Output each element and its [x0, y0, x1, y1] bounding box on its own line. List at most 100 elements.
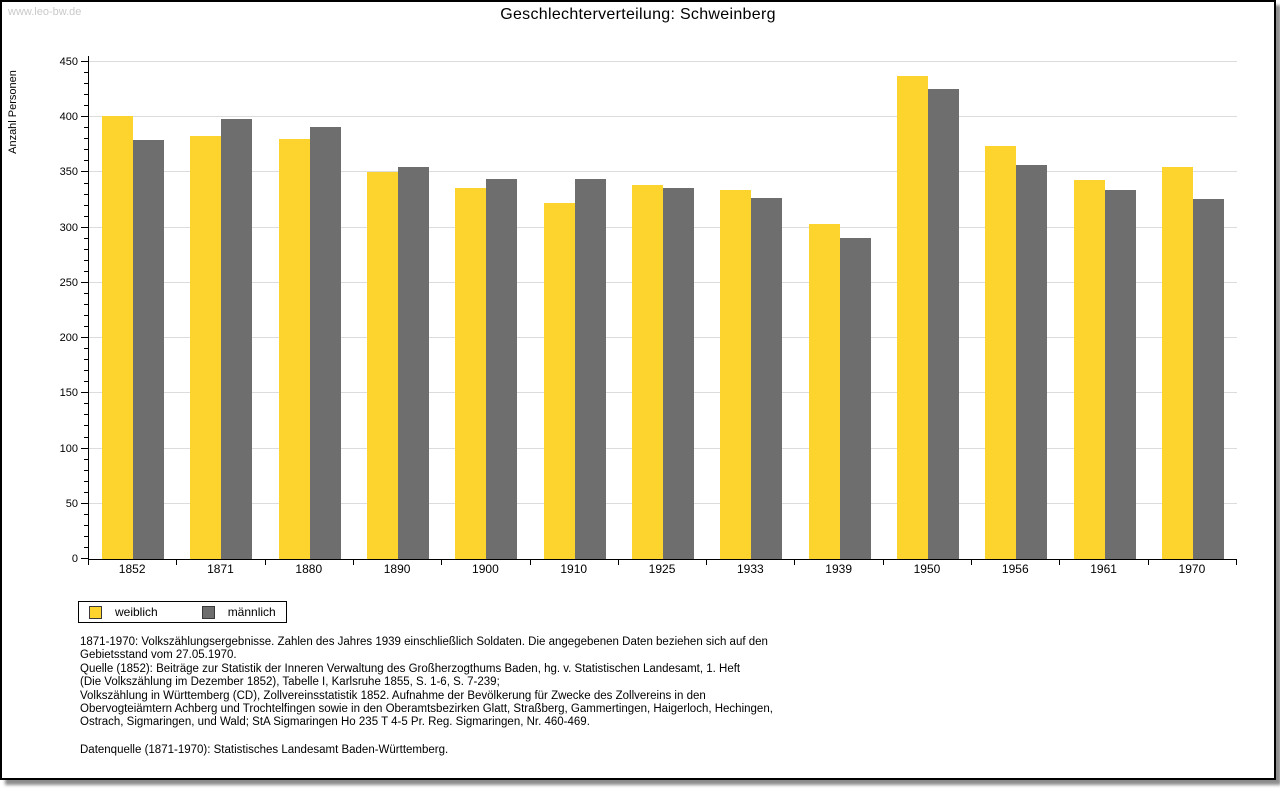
y-minor-tick	[84, 193, 88, 195]
y-major-tick	[81, 61, 88, 62]
bar-männlich-1925	[663, 188, 695, 559]
y-minor-tick	[84, 348, 88, 350]
notes-block: 1871-1970: Volkszählungsergebnisse. Zahl…	[80, 636, 773, 730]
y-minor-tick	[84, 359, 88, 361]
x-tick	[706, 560, 708, 565]
y-minor-tick	[84, 270, 88, 272]
y-minor-tick	[84, 248, 88, 250]
y-minor-tick	[84, 292, 88, 294]
x-tick-label-1950: 1950	[913, 562, 941, 576]
y-minor-tick	[84, 480, 88, 482]
x-tick-label-1852: 1852	[118, 562, 146, 576]
y-major-tick	[81, 226, 88, 228]
bar-männlich-1910	[574, 179, 606, 559]
y-tick-label: 350	[59, 166, 78, 179]
y-minor-tick	[84, 513, 88, 515]
bar-group-1880	[266, 56, 354, 559]
bar-weiblich-1950	[896, 76, 928, 559]
y-minor-tick	[84, 326, 88, 328]
footer-note-line: Obervogteiämtern Achberg und Trochtelfin…	[80, 703, 773, 716]
y-tick-label: 450	[59, 56, 78, 68]
x-axis-labels: 1852 1871 1880 1890 1900 1910 1925 1933 1939 1950…	[88, 562, 1236, 576]
bar-männlich-1871	[221, 119, 253, 559]
x-tick	[617, 560, 619, 565]
bar-group-1933	[707, 56, 795, 559]
legend-swatch-weiblich	[89, 605, 102, 619]
legend-label-männlich: männlich	[227, 605, 276, 619]
chart-title: Geschlechterverteilung: Schweinberg	[500, 6, 776, 23]
y-major-tick	[81, 281, 88, 283]
x-tick	[264, 560, 266, 565]
y-minor-tick	[84, 204, 88, 206]
gridline-350	[89, 171, 1237, 173]
legend-item-männlich: männlich	[201, 605, 276, 619]
bar-group-1900	[442, 56, 530, 559]
y-major-tick	[81, 558, 88, 559]
x-tick-label-1890: 1890	[383, 562, 411, 576]
legend-swatch-männlich	[201, 605, 215, 619]
y-tick-label: 50	[65, 497, 78, 510]
y-minor-tick	[84, 458, 88, 460]
x-tick	[1236, 560, 1237, 565]
x-tick	[1059, 560, 1061, 565]
y-minor-tick	[84, 315, 88, 317]
gridline-450	[89, 61, 1237, 62]
bar-männlich-1956	[1016, 165, 1048, 559]
bar-männlich-1939	[839, 238, 871, 559]
y-major-tick	[81, 447, 88, 449]
y-tick-label: 400	[59, 111, 78, 124]
legend-item-weiblich: weiblich	[89, 605, 158, 619]
y-minor-tick	[84, 105, 88, 107]
x-tick-label-1925: 1925	[648, 562, 676, 576]
bar-group-1852	[89, 56, 177, 559]
bar-männlich-1852	[133, 140, 165, 559]
legend-label-weiblich: weiblich	[115, 605, 158, 619]
plot-area: 0 50 100 150 200 250 300 350 400 450	[60, 56, 1237, 565]
gridline-400	[89, 116, 1237, 118]
bar-männlich-1933	[751, 198, 783, 559]
y-tick-label: 100	[59, 442, 78, 455]
y-minor-tick	[84, 182, 88, 184]
x-tick-label-1970: 1970	[1178, 562, 1206, 576]
x-tick	[176, 560, 178, 565]
bar-group-1939	[796, 56, 884, 559]
bar-weiblich-1956	[985, 146, 1017, 559]
x-tick	[971, 560, 973, 565]
y-major-tick	[81, 337, 88, 339]
bar-männlich-1950	[927, 89, 959, 559]
y-minor-tick	[84, 259, 88, 261]
y-minor-tick	[84, 215, 88, 217]
x-tick-label-1900: 1900	[472, 562, 499, 576]
x-tick	[441, 560, 443, 565]
bar-weiblich-1970	[1161, 167, 1193, 559]
y-tick-label: 250	[59, 276, 78, 289]
y-minor-tick	[84, 94, 88, 96]
y-minor-tick	[84, 160, 88, 162]
bar-weiblich-1910	[543, 203, 575, 559]
y-minor-tick	[84, 83, 88, 85]
x-tick-label-1939: 1939	[825, 562, 852, 576]
bar-männlich-1970	[1192, 199, 1224, 559]
x-tick	[88, 560, 89, 565]
y-minor-tick	[84, 370, 88, 372]
y-minor-tick	[84, 436, 88, 438]
y-minor-tick	[84, 469, 88, 471]
bar-group-1950	[884, 56, 972, 559]
bar-weiblich-1890	[367, 172, 399, 559]
y-minor-tick	[84, 403, 88, 405]
footer-note-line: Gebietsstand vom 27.05.1970.	[80, 649, 237, 662]
y-minor-tick	[84, 546, 88, 548]
y-axis-label: Anzahl Personen	[7, 70, 19, 154]
footer-note-line: 1871-1970: Volkszählungsergebnisse. Zahl…	[80, 636, 768, 648]
y-minor-tick	[84, 524, 88, 526]
bar-weiblich-1900	[455, 188, 487, 559]
footer-note-line: Ostrach, Sigmaringen, und Wald; StA Sigm…	[80, 716, 590, 729]
y-major-tick	[81, 171, 88, 173]
legend: weiblich männlich	[78, 601, 287, 623]
footer-datasource: Datenquelle (1871-1970): Statistisches L…	[80, 743, 449, 756]
y-major-tick	[81, 392, 88, 394]
bar-group-1961	[1060, 56, 1148, 559]
x-tick-label-1910: 1910	[560, 562, 588, 576]
